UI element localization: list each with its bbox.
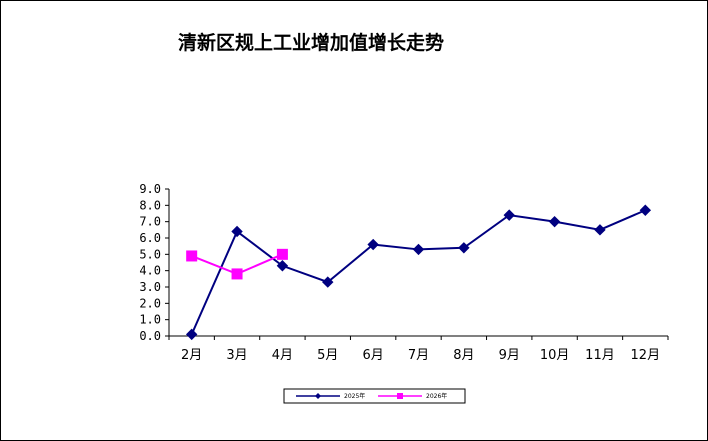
y-tick-label: 4.0	[139, 264, 161, 278]
x-tick-label: 10月	[540, 348, 570, 363]
legend-box	[283, 388, 466, 404]
legend: 2025年 2026年	[283, 388, 466, 404]
data-point	[276, 248, 288, 260]
x-tick-label: 5月	[317, 348, 338, 363]
data-point	[594, 224, 606, 236]
y-tick-label: 9.0	[139, 182, 161, 196]
data-point	[548, 215, 561, 228]
legend-label-0: 2025年	[344, 392, 365, 400]
y-tick-label: 0.0	[139, 329, 161, 343]
y-tick-label: 6.0	[139, 231, 161, 245]
y-tick-label: 5.0	[139, 247, 161, 261]
axes: 0.0 1.0 2.0 3.0 4.0 5.0 6.0 7.0 8.0 9.0 2月 3月 4月 5月 6月…	[139, 182, 669, 363]
data-point	[322, 276, 334, 288]
x-tick-label: 11月	[585, 348, 615, 363]
data-point	[458, 242, 470, 254]
data-point	[186, 250, 198, 262]
legend-marker-0	[315, 393, 321, 399]
x-tick-label: 8月	[453, 348, 474, 363]
x-tick-label: 9月	[499, 348, 520, 363]
series-layer	[185, 204, 652, 341]
x-tick-label: 2月	[181, 348, 202, 363]
chart-title: 清新区规上工业增加值增长走势	[178, 32, 445, 54]
x-tick-label: 12月	[631, 348, 661, 363]
x-tick-label: 7月	[408, 348, 429, 363]
x-tick-label: 6月	[362, 348, 383, 363]
y-tick-label: 2.0	[139, 296, 161, 310]
y-tick-label: 7.0	[139, 215, 161, 229]
data-point	[503, 209, 515, 221]
data-point	[367, 238, 379, 251]
legend-marker-1	[397, 393, 403, 399]
y-tick-label: 1.0	[139, 313, 161, 327]
data-point	[639, 204, 652, 216]
series-line-0	[190, 209, 646, 335]
x-tick-label: 4月	[272, 348, 293, 363]
x-tick-label: 3月	[226, 348, 247, 363]
y-tick-label: 8.0	[139, 198, 161, 212]
data-point	[276, 260, 289, 272]
y-tick-label: 3.0	[139, 280, 161, 294]
data-point	[231, 268, 243, 280]
data-point	[231, 225, 243, 238]
legend-label-1: 2026年	[426, 392, 447, 400]
data-point	[185, 328, 198, 341]
data-point	[412, 243, 425, 256]
